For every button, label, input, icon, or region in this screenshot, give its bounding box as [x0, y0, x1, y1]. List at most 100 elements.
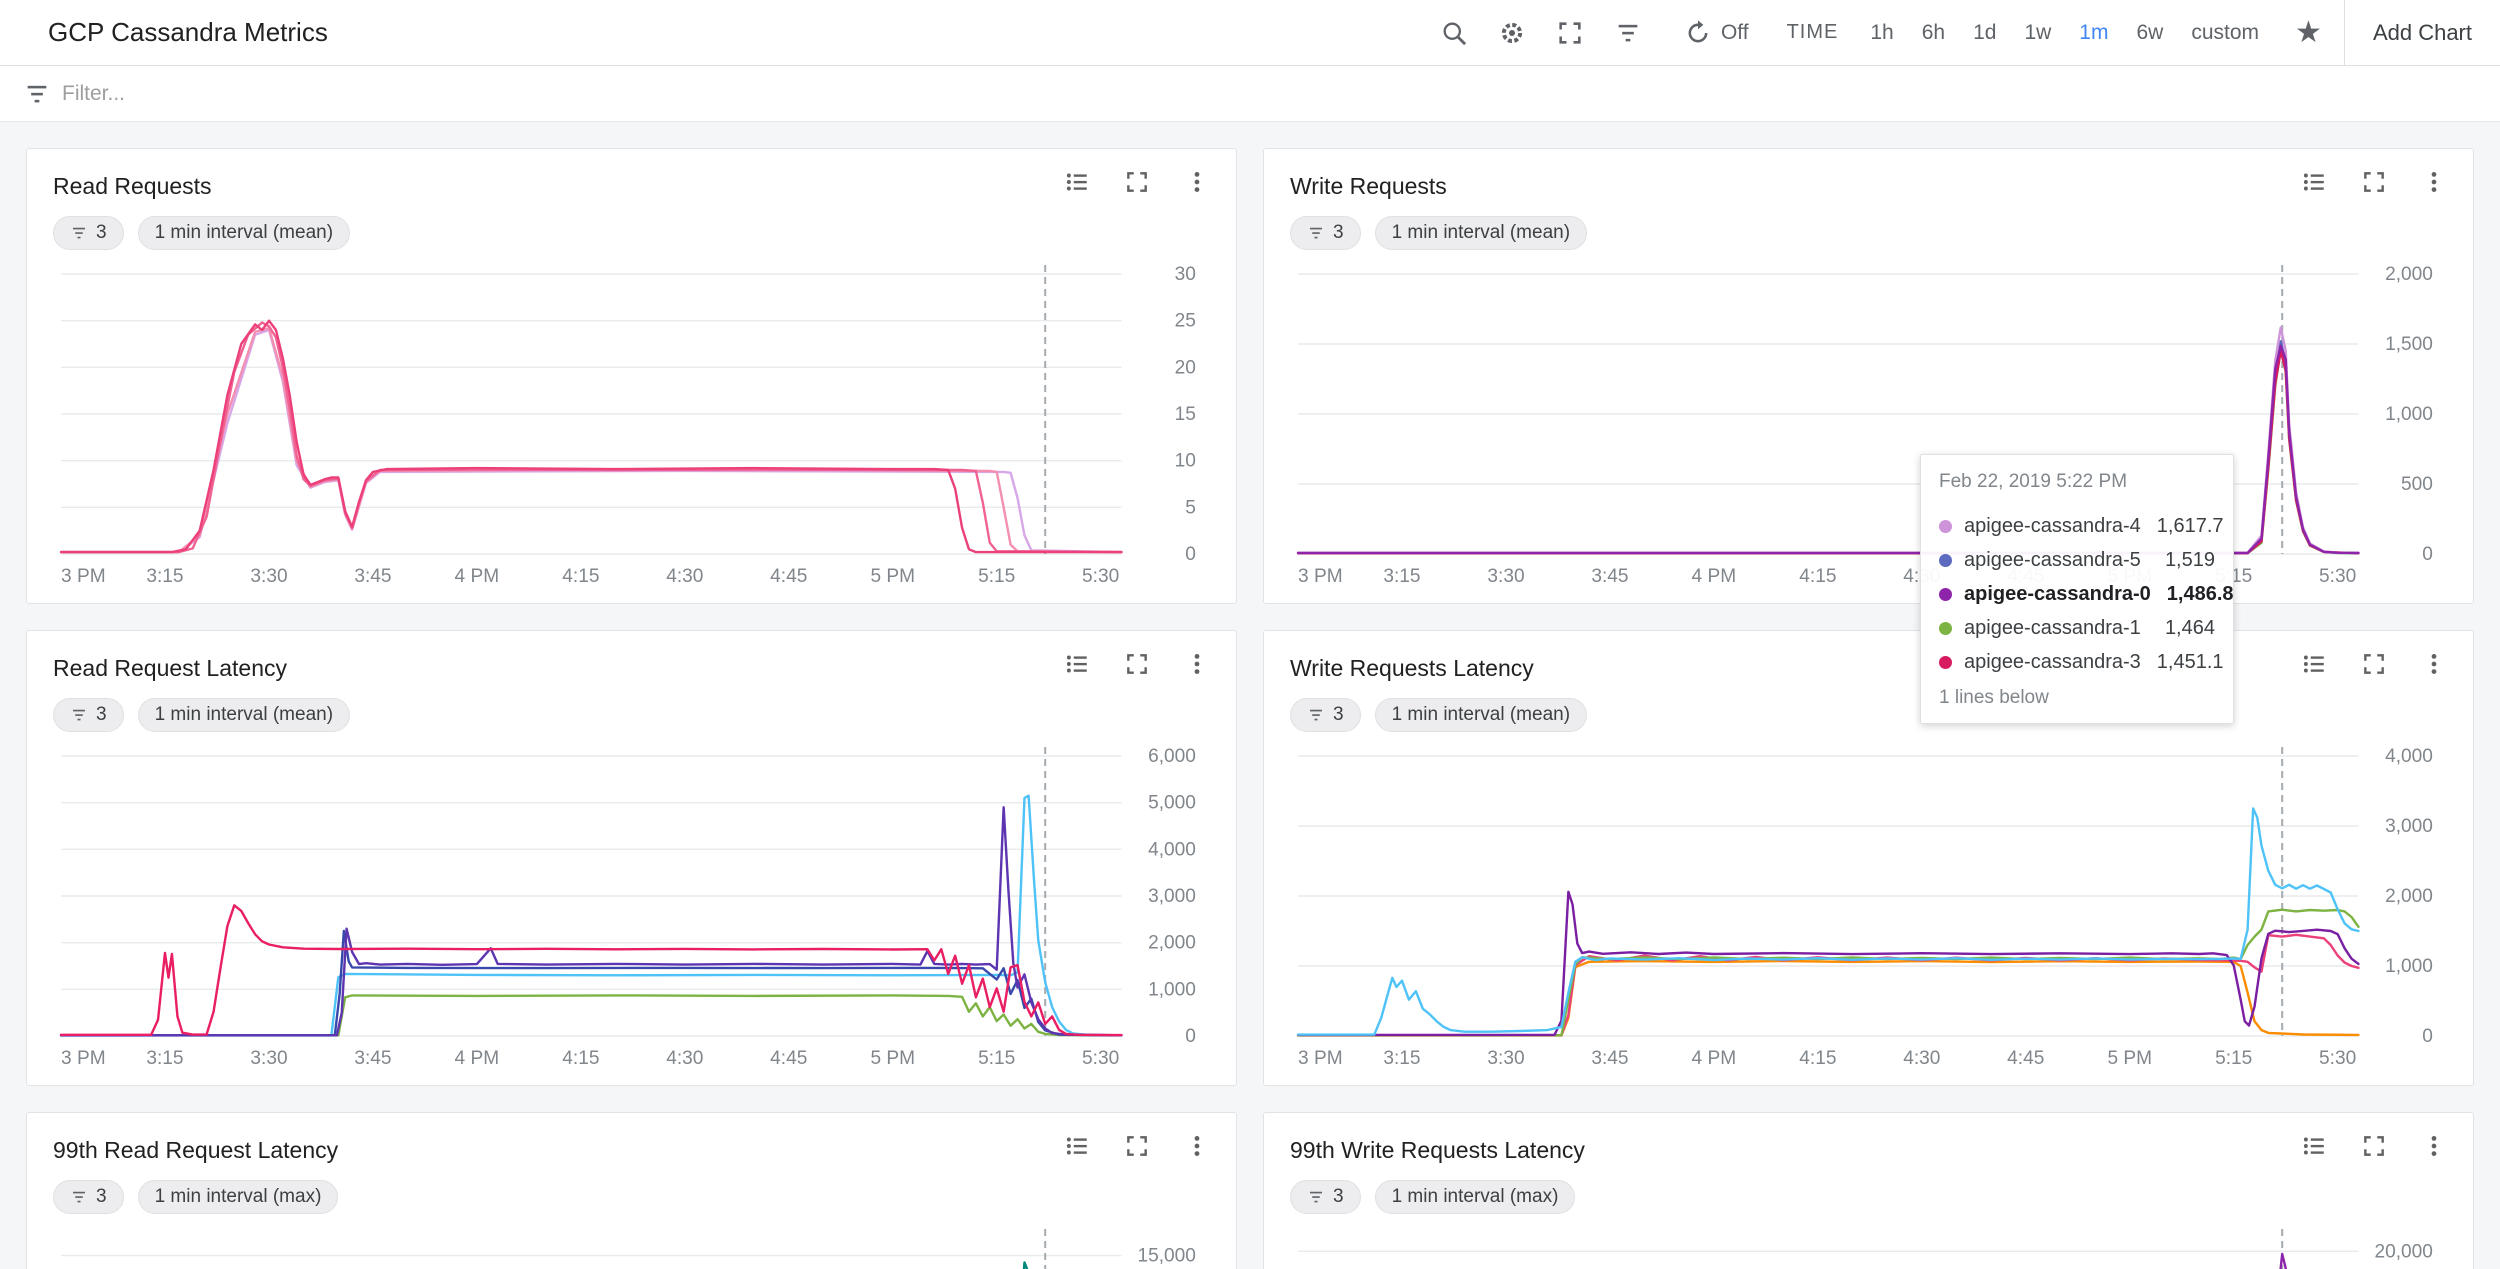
chart-plot[interactable]: 0 5 10 15 20 25 30 3 PM 3:15 3:30 3:45 4 PM 4:15 4:30… [53, 260, 1210, 590]
search-icon[interactable] [1439, 18, 1469, 48]
svg-text:1,500: 1,500 [2385, 334, 2433, 355]
expand-chart-icon[interactable] [2361, 651, 2387, 677]
legend-icon[interactable] [1064, 1133, 1090, 1159]
svg-text:3 PM: 3 PM [1298, 1048, 1343, 1069]
chart-card-write-requests: Write Requests 3 1 min interval (mean) 0… [1263, 148, 2474, 604]
legend-icon[interactable] [1064, 169, 1090, 195]
chart-title: Read Request Latency [53, 655, 287, 681]
tooltip-series-row: apigee-cassandra-4 1,617.7 [1939, 509, 2224, 543]
svg-text:4,000: 4,000 [2385, 746, 2433, 767]
svg-text:3,000: 3,000 [2385, 816, 2433, 837]
filter-count-chip[interactable]: 3 [1290, 698, 1361, 732]
svg-text:15: 15 [1175, 404, 1196, 425]
svg-text:4,000: 4,000 [1148, 839, 1196, 860]
filter-icon [1307, 706, 1325, 724]
filter-count-chip[interactable]: 3 [1290, 216, 1361, 250]
chart-plot[interactable]: 0 1,000 2,000 3,000 4,000 5,000 6,000 3 PM 3:15 3… [53, 742, 1210, 1072]
chart-card-read-request-latency: Read Request Latency 3 1 min interval (m… [26, 630, 1237, 1086]
time-range-1m[interactable]: 1m [2079, 20, 2109, 44]
svg-text:4:15: 4:15 [562, 1048, 599, 1069]
svg-text:5:15: 5:15 [978, 566, 1015, 587]
filter-input[interactable] [62, 81, 2478, 106]
legend-icon[interactable] [1064, 651, 1090, 677]
more-options-icon[interactable] [2421, 169, 2447, 195]
expand-chart-icon[interactable] [1124, 651, 1150, 677]
chart-title: Read Requests [53, 173, 212, 199]
tooltip-series-row: apigee-cassandra-5 1,519 [1939, 543, 2215, 577]
filter-count-chip[interactable]: 3 [1290, 1180, 1361, 1214]
more-options-icon[interactable] [1184, 1133, 1210, 1159]
chart-plot[interactable]: 0 500 1,000 1,500 2,000 3 PM 3:15 3:30 3:45 4 PM 4… [1290, 260, 2447, 590]
time-range-1d[interactable]: 1d [1973, 20, 1997, 44]
svg-text:5,000: 5,000 [1148, 793, 1196, 814]
svg-text:2,000: 2,000 [2385, 264, 2433, 285]
tooltip-series-row: apigee-cassandra-3 1,451.1 [1939, 645, 2224, 679]
svg-text:15,000: 15,000 [1137, 1246, 1195, 1267]
svg-text:3:45: 3:45 [1591, 566, 1628, 587]
interval-chip[interactable]: 1 min interval (mean) [137, 216, 351, 250]
interval-chip[interactable]: 1 min interval (mean) [137, 698, 351, 732]
chart-card-99th-write-requests-latency: 99th Write Requests Latency 3 1 min inte… [1263, 1112, 2474, 1269]
legend-icon[interactable] [2301, 651, 2327, 677]
svg-text:5 PM: 5 PM [2107, 1048, 2152, 1069]
interval-chip[interactable]: 1 min interval (max) [137, 1180, 339, 1214]
legend-icon[interactable] [2301, 1133, 2327, 1159]
filter-icon [70, 1188, 88, 1206]
svg-text:3:30: 3:30 [250, 1048, 287, 1069]
svg-text:5:15: 5:15 [978, 1048, 1015, 1069]
svg-text:3:15: 3:15 [1383, 566, 1420, 587]
svg-text:20,000: 20,000 [2374, 1241, 2432, 1262]
svg-text:3:45: 3:45 [1591, 1048, 1628, 1069]
interval-chip[interactable]: 1 min interval (mean) [1374, 698, 1588, 732]
filter-list-icon[interactable] [1613, 18, 1643, 48]
series-color-dot [1939, 519, 1952, 533]
expand-chart-icon[interactable] [1124, 169, 1150, 195]
interval-chip[interactable]: 1 min interval (mean) [1374, 216, 1588, 250]
svg-text:30: 30 [1175, 264, 1196, 285]
interval-chip[interactable]: 1 min interval (max) [1374, 1180, 1576, 1214]
svg-text:5:30: 5:30 [2319, 1048, 2356, 1069]
svg-text:1,000: 1,000 [1148, 979, 1196, 1000]
time-range-1h[interactable]: 1h [1870, 20, 1894, 44]
add-chart-button[interactable]: Add Chart [2343, 0, 2500, 65]
expand-chart-icon[interactable] [2361, 1133, 2387, 1159]
fullscreen-icon[interactable] [1555, 18, 1585, 48]
svg-text:5:30: 5:30 [2319, 566, 2356, 587]
series-color-dot [1939, 553, 1952, 567]
page-title: GCP Cassandra Metrics [48, 17, 328, 47]
tooltip-timestamp: Feb 22, 2019 5:22 PM [1939, 471, 2128, 492]
chart-card-write-requests-latency: Write Requests Latency 3 1 min interval … [1263, 630, 2474, 1086]
series-color-dot [1939, 655, 1952, 669]
chart-plot[interactable]: 0 1,000 2,000 3,000 4,000 3 PM 3:15 3:30 3:45 4 P… [1290, 742, 2447, 1072]
settings-gear-icon[interactable] [1497, 18, 1527, 48]
filter-count-chip[interactable]: 3 [53, 1180, 124, 1214]
filter-list-icon[interactable] [22, 79, 52, 109]
svg-text:4:15: 4:15 [1799, 1048, 1836, 1069]
time-range-6h[interactable]: 6h [1921, 20, 1946, 44]
svg-text:3:45: 3:45 [354, 1048, 391, 1069]
filter-icon [1307, 224, 1325, 242]
more-options-icon[interactable] [1184, 651, 1210, 677]
series-color-dot [1939, 621, 1952, 635]
svg-text:25: 25 [1175, 311, 1196, 332]
auto-refresh-toggle[interactable]: Off [1683, 18, 1749, 48]
filter-count-chip[interactable]: 3 [53, 698, 124, 732]
time-range-custom[interactable]: custom [2191, 20, 2260, 44]
more-options-icon[interactable] [2421, 1133, 2447, 1159]
filter-count-chip[interactable]: 3 [53, 216, 124, 250]
svg-text:4 PM: 4 PM [1692, 1048, 1737, 1069]
legend-icon[interactable] [2301, 169, 2327, 195]
svg-text:20: 20 [1175, 357, 1196, 378]
expand-chart-icon[interactable] [2361, 169, 2387, 195]
time-range-6w[interactable]: 6w [2136, 20, 2164, 44]
refresh-icon[interactable] [1683, 18, 1713, 48]
svg-text:4:45: 4:45 [770, 1048, 807, 1069]
more-options-icon[interactable] [2421, 651, 2447, 677]
star-icon[interactable]: ★ [2295, 15, 2322, 49]
expand-chart-icon[interactable] [1124, 1133, 1150, 1159]
time-range-1w[interactable]: 1w [2024, 20, 2052, 44]
more-options-icon[interactable] [1184, 169, 1210, 195]
svg-text:4:30: 4:30 [666, 566, 703, 587]
